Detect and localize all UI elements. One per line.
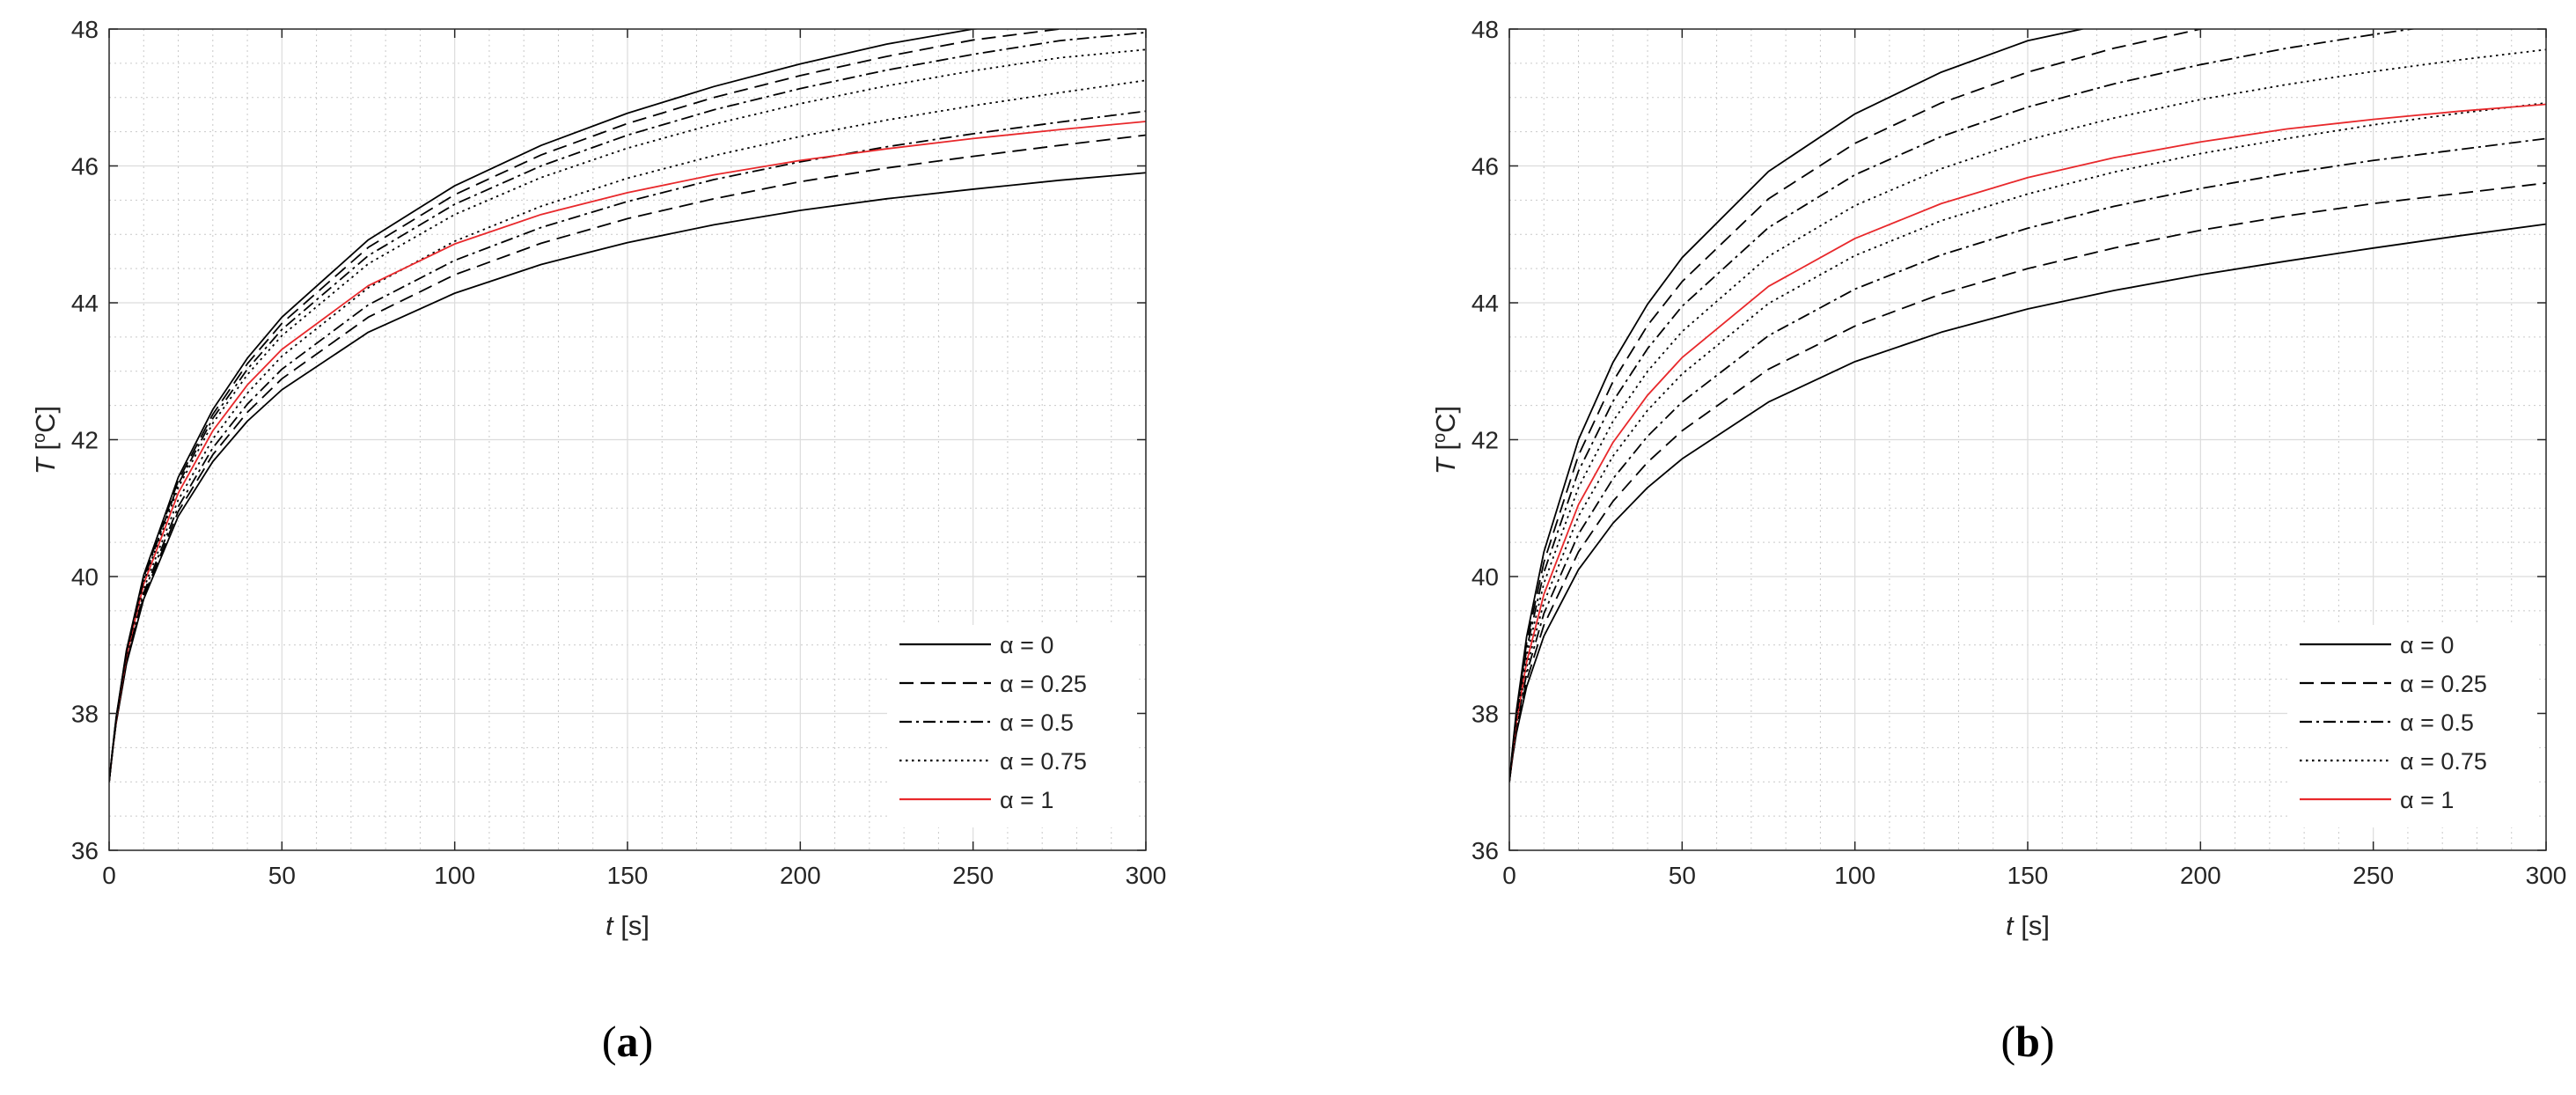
y-tick-label: 42: [1471, 427, 1499, 454]
panel-label-a: (a): [602, 1017, 653, 1066]
y-tick-label: 38: [1471, 701, 1499, 728]
x-tick-label: 200: [2180, 862, 2221, 889]
legend-entry-alpha-0.5: α = 0.5: [899, 709, 1074, 736]
series-layer: [109, 29, 1146, 783]
x-axis: 0 50 100 150 200 250 300: [102, 29, 1166, 889]
y-axis: 36 38 40 42 44 46 48: [1471, 16, 2546, 864]
x-tick-label: 50: [268, 862, 296, 889]
y-tick-label: 46: [71, 153, 99, 180]
x-tick-label: 250: [2352, 862, 2394, 889]
legend-label: α = 0.75: [1000, 748, 1087, 775]
y-tick-label: 36: [71, 837, 99, 864]
series-line-8: [1509, 29, 2087, 783]
legend-entry-alpha-0.75: α = 0.75: [2300, 748, 2487, 775]
legend-entry-alpha-0: α = 0: [899, 632, 1053, 658]
series-line-1: [109, 134, 1146, 783]
series-line-4: [1509, 103, 2546, 783]
x-tick-label: 100: [1834, 862, 1875, 889]
legend-label: α = 1: [1000, 787, 1053, 813]
y-axis-label: T [oC]: [1430, 406, 1461, 474]
x-tick-label: 200: [780, 862, 821, 889]
x-axis-label: t [s]: [605, 910, 650, 941]
legend: α = 0 α = 0.25 α = 0.5 α = 0.75 α = 1: [2287, 625, 2537, 827]
panel-label-b: (b): [2000, 1017, 2054, 1066]
legend-box: [2287, 625, 2537, 827]
legend-label: α = 0.5: [1000, 709, 1074, 736]
x-tick-label: 150: [2007, 862, 2049, 889]
legend-entry-alpha-0.5: α = 0.5: [2300, 709, 2474, 736]
series-layer: [1509, 29, 2546, 783]
x-axis-label: t [s]: [2006, 910, 2050, 941]
y-tick-label: 48: [71, 16, 99, 43]
x-tick-label: 0: [102, 862, 116, 889]
x-tick-label: 100: [434, 862, 475, 889]
series-line-0: [1509, 223, 2546, 783]
y-tick-label: 40: [1471, 563, 1499, 591]
x-tick-label: 0: [1502, 862, 1516, 889]
y-tick-label: 44: [1471, 290, 1499, 317]
legend-label: α = 0.75: [2400, 748, 2487, 775]
x-tick-label: 250: [952, 862, 994, 889]
x-tick-label: 300: [2526, 862, 2567, 889]
legend-entry-alpha-0: α = 0: [2300, 632, 2454, 658]
series-line-7: [1509, 29, 2206, 783]
legend: α = 0 α = 0.25 α = 0.5 α = 0.75 α = 1: [887, 625, 1137, 827]
legend-entry-alpha-0.25: α = 0.25: [2300, 671, 2487, 697]
y-tick-label: 40: [71, 563, 99, 591]
y-tick-label: 48: [1471, 16, 1499, 43]
legend-label: α = 1: [2400, 787, 2454, 813]
y-axis: 36 38 40 42 44 46 48: [71, 16, 1146, 864]
series-line-8: [109, 29, 984, 783]
legend-label: α = 0.25: [2400, 671, 2487, 697]
series-line-5: [109, 48, 1146, 783]
legend-box: [887, 625, 1137, 827]
y-tick-label: 44: [71, 290, 99, 317]
series-line-1: [1509, 182, 2546, 783]
legend-entry-alpha-0.25: α = 0.25: [899, 671, 1087, 697]
y-tick-label: 36: [1471, 837, 1499, 864]
x-tick-label: 150: [607, 862, 649, 889]
y-tick-label: 46: [1471, 153, 1499, 180]
legend-label: α = 0.5: [2400, 709, 2474, 736]
y-axis-label: T [oC]: [30, 406, 61, 474]
legend-label: α = 0: [2400, 632, 2454, 658]
legend-entry-alpha-1: α = 1: [899, 787, 1053, 813]
x-tick-label: 50: [1669, 862, 1696, 889]
y-tick-label: 42: [71, 427, 99, 454]
legend-label: α = 0: [1000, 632, 1053, 658]
y-tick-label: 38: [71, 701, 99, 728]
x-axis: 0 50 100 150 200 250 300: [1502, 29, 2566, 889]
legend-entry-alpha-1: α = 1: [2300, 787, 2454, 813]
legend-label: α = 0.25: [1000, 671, 1087, 697]
legend-entry-alpha-0.75: α = 0.75: [899, 748, 1087, 775]
x-tick-label: 300: [1126, 862, 1167, 889]
